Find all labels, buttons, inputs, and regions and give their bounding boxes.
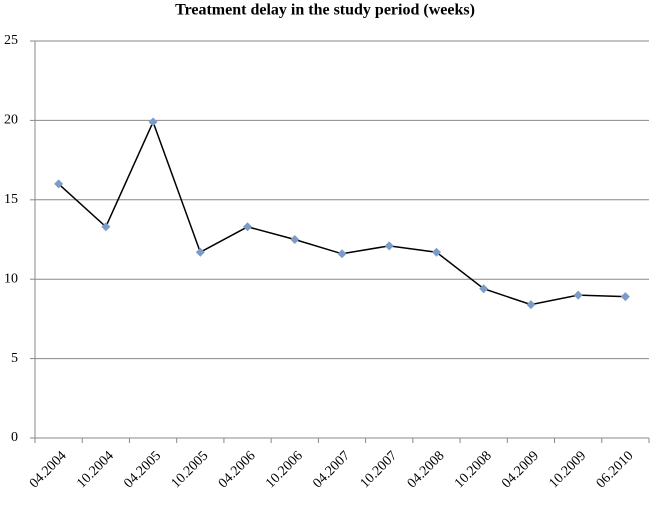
marker <box>290 235 300 244</box>
marker <box>573 290 583 300</box>
marker <box>101 222 111 232</box>
y-tick-label: 0 <box>11 430 18 445</box>
marker <box>479 284 489 294</box>
marker <box>526 300 536 310</box>
marker <box>620 292 630 302</box>
y-tick-label: 5 <box>11 351 18 366</box>
x-tick-label: 10.2006 <box>263 448 306 491</box>
marker <box>54 179 64 189</box>
y-tick-label: 20 <box>4 113 18 128</box>
marker <box>195 247 205 257</box>
x-tick-label: 04.2007 <box>310 448 353 491</box>
x-tick-label: 10.2009 <box>546 448 589 491</box>
chart-title: Treatment delay in the study period (wee… <box>175 2 475 19</box>
x-tick-label: 10.2008 <box>452 448 495 491</box>
x-tick-label: 04.2009 <box>499 448 542 491</box>
y-tick-label: 25 <box>4 33 18 48</box>
x-tick-label: 10.2004 <box>74 448 117 491</box>
marker <box>431 247 441 257</box>
y-tick-label: 10 <box>4 271 18 286</box>
x-tick-label: 04.2006 <box>216 448 259 491</box>
marker <box>148 117 158 127</box>
marker <box>243 222 253 232</box>
line <box>58 119 626 306</box>
x-tick-label: 04.2005 <box>121 448 164 491</box>
marker <box>384 241 394 251</box>
x-tick-label: 06.2010 <box>594 448 637 491</box>
x-tick-label: 04.2004 <box>27 448 70 491</box>
y-tick-label: 15 <box>4 192 18 207</box>
marker <box>337 249 347 259</box>
x-tick-label: 10.2005 <box>169 448 212 491</box>
x-tick-label: 04.2008 <box>405 448 448 491</box>
x-tick-label: 10.2007 <box>358 448 401 491</box>
